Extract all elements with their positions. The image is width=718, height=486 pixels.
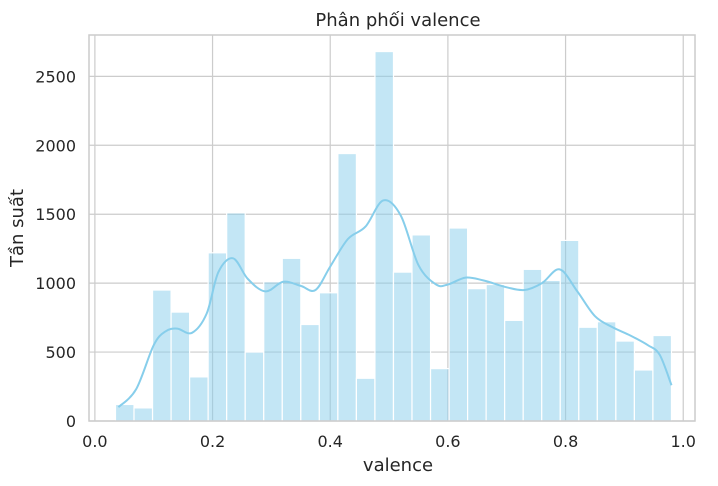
y-ticks: 0 500 1000 1500 2000 2500 xyxy=(35,67,76,431)
plot-frame xyxy=(88,34,696,422)
histogram-bar xyxy=(411,234,432,422)
chart-title: Phân phối valence xyxy=(315,10,480,31)
histogram-bar xyxy=(355,377,376,422)
kde-line xyxy=(117,199,673,408)
histogram-bar xyxy=(596,321,617,422)
y-tick-label: 0 xyxy=(66,412,76,431)
bars xyxy=(114,50,673,422)
x-tick-label: 1.0 xyxy=(671,432,696,451)
histogram-bar xyxy=(244,351,265,422)
histogram-bar xyxy=(522,268,543,422)
x-tick-label: 0.0 xyxy=(82,432,107,451)
histogram-bar xyxy=(226,212,246,422)
histogram-bar xyxy=(633,369,654,422)
histogram-bar xyxy=(189,376,209,422)
histogram-bar xyxy=(337,152,358,422)
x-ticks: 0.0 0.2 0.4 0.6 0.8 1.0 xyxy=(82,432,696,451)
histogram-bar xyxy=(151,289,172,422)
x-tick-label: 0.6 xyxy=(435,432,460,451)
histogram-bar xyxy=(429,368,450,422)
histogram-bar xyxy=(448,227,469,422)
histogram-bar xyxy=(485,283,506,422)
histogram-bar xyxy=(504,319,524,422)
x-tick-label: 0.8 xyxy=(553,432,578,451)
y-tick-label: 2500 xyxy=(35,67,76,86)
x-tick-label: 0.2 xyxy=(200,432,225,451)
histogram-bar xyxy=(615,340,636,422)
y-axis-label: Tần suất xyxy=(7,189,28,268)
y-tick-label: 1000 xyxy=(35,274,76,293)
histogram-bar xyxy=(207,252,228,422)
y-tick-label: 2000 xyxy=(35,136,76,155)
histogram-bar xyxy=(263,281,283,422)
histogram-bar xyxy=(467,288,487,422)
y-tick-label: 1500 xyxy=(35,205,76,224)
y-tick-label: 500 xyxy=(45,343,76,362)
histogram-bar xyxy=(133,407,154,422)
histogram-bar xyxy=(392,271,413,422)
histogram-bar xyxy=(318,292,339,422)
histogram-bar xyxy=(541,279,561,422)
x-tick-label: 0.4 xyxy=(317,432,342,451)
histogram-bar xyxy=(559,239,580,422)
histogram-bar xyxy=(578,326,598,422)
x-axis-label: valence xyxy=(363,455,433,476)
histogram-bar xyxy=(374,50,395,422)
histogram-bar xyxy=(300,323,320,422)
